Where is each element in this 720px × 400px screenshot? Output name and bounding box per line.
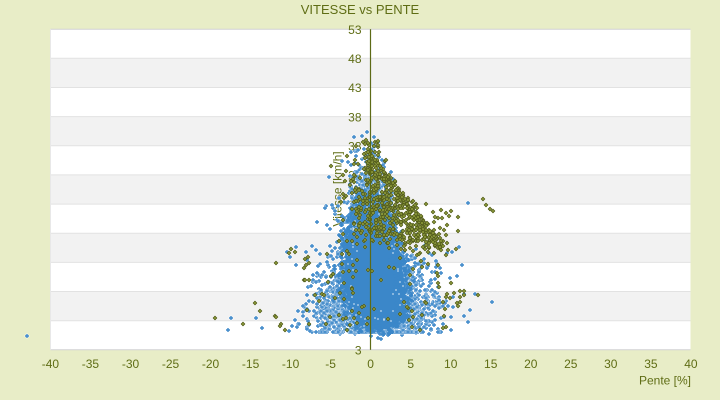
svg-text:35: 35 bbox=[644, 357, 658, 371]
svg-text:40: 40 bbox=[684, 357, 698, 371]
svg-text:-20: -20 bbox=[202, 357, 220, 371]
svg-text:38: 38 bbox=[348, 110, 362, 124]
svg-text:-5: -5 bbox=[325, 357, 336, 371]
svg-text:25: 25 bbox=[564, 357, 578, 371]
svg-text:48: 48 bbox=[348, 52, 362, 66]
svg-text:-25: -25 bbox=[162, 357, 180, 371]
svg-text:-30: -30 bbox=[122, 357, 140, 371]
svg-text:-15: -15 bbox=[242, 357, 260, 371]
svg-text:20: 20 bbox=[524, 357, 538, 371]
svg-text:43: 43 bbox=[348, 81, 362, 95]
svg-text:28: 28 bbox=[348, 169, 362, 183]
svg-text:VITESSE vs PENTE: VITESSE vs PENTE bbox=[301, 2, 420, 17]
svg-text:30: 30 bbox=[604, 357, 618, 371]
svg-text:Pente [%]: Pente [%] bbox=[639, 373, 691, 387]
svg-text:-10: -10 bbox=[282, 357, 300, 371]
svg-text:15: 15 bbox=[484, 357, 498, 371]
svg-text:33: 33 bbox=[348, 140, 362, 154]
svg-text:Vitesse [km/h]: Vitesse [km/h] bbox=[331, 151, 345, 226]
svg-text:3: 3 bbox=[355, 344, 362, 358]
svg-text:10: 10 bbox=[444, 357, 458, 371]
svg-text:53: 53 bbox=[348, 23, 362, 37]
svg-text:-40: -40 bbox=[42, 357, 60, 371]
svg-text:0: 0 bbox=[367, 357, 374, 371]
svg-text:-35: -35 bbox=[82, 357, 100, 371]
svg-text:5: 5 bbox=[407, 357, 414, 371]
